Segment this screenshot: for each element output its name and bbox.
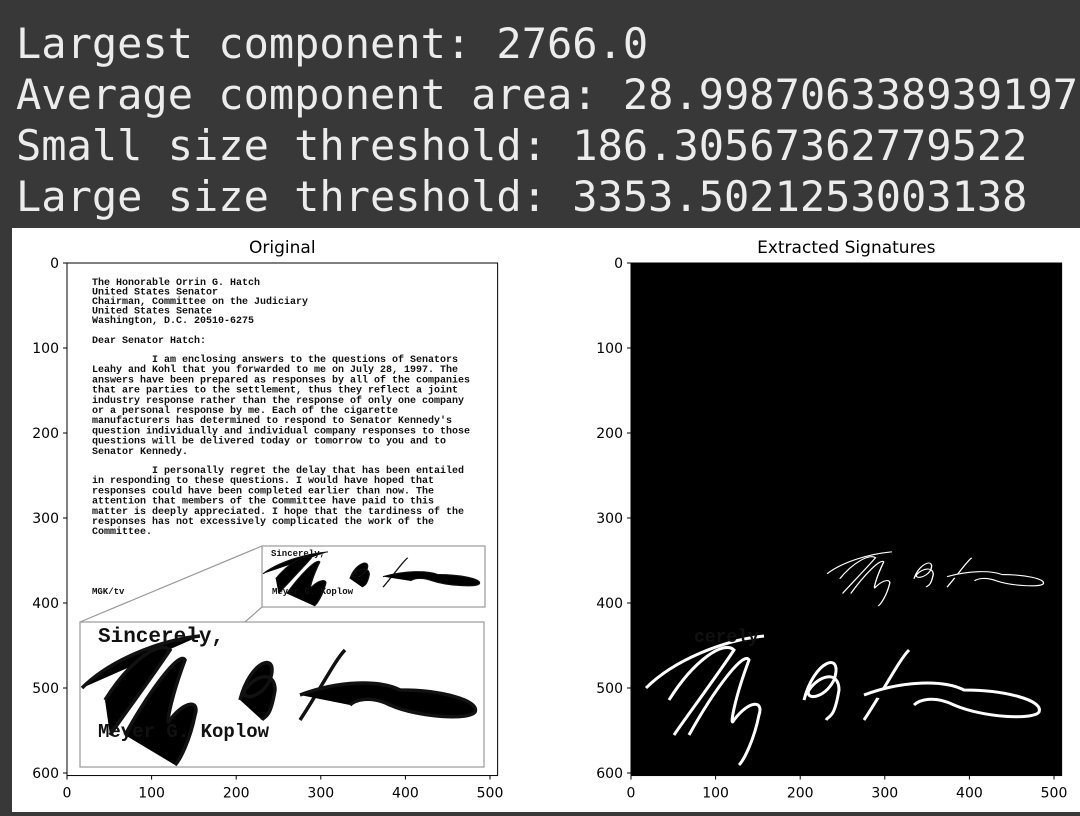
y-tick-label: 100 xyxy=(32,341,59,357)
zoom-box xyxy=(79,545,486,768)
initials: MGK/tv xyxy=(92,587,125,597)
y-tick-label: 200 xyxy=(596,426,623,442)
x-tick-label: 400 xyxy=(392,786,419,802)
console-line: Large size threshold: 3353.5021253003138 xyxy=(16,172,1027,221)
y-tick-label: 400 xyxy=(32,596,59,612)
letter-line: matter is deeply appreciated. I hope tha… xyxy=(92,506,464,518)
panel-title: Original xyxy=(249,238,316,258)
x-tick-label: 500 xyxy=(1041,786,1068,802)
y-tick-label: 300 xyxy=(596,511,623,527)
letter-line: attention that members of the Committee … xyxy=(92,496,434,508)
x-tick-label: 0 xyxy=(63,786,72,802)
y-tick-label: 600 xyxy=(32,766,59,782)
salutation: Dear Senator Hatch: xyxy=(92,335,206,347)
address-line: Chairman, Committee on the Judiciary xyxy=(92,296,308,308)
signature-name: Meyer G. Koplow xyxy=(272,587,354,597)
letter-line: industry response rather than the respon… xyxy=(92,395,464,407)
address-line: United States Senator xyxy=(92,287,218,299)
letter-line: Leahy and Kohl that you forwarded to me … xyxy=(92,364,458,376)
axes-frame xyxy=(66,262,499,777)
closing: Sincerely, xyxy=(271,549,325,559)
y-tick-label: 400 xyxy=(596,596,623,612)
signature-name-zoom: Meyer G. Koplow xyxy=(98,721,270,743)
x-tick-label: 100 xyxy=(138,786,165,802)
address-line: United States Senate xyxy=(92,306,212,318)
y-tick-label: 600 xyxy=(596,766,623,782)
y-tick-label: 100 xyxy=(596,341,623,357)
letter-line: I am enclosing answers to the questions … xyxy=(152,354,458,366)
letter-line: in responding to these questions. I woul… xyxy=(92,475,434,487)
address-line: Washington, D.C. 20510-6275 xyxy=(92,315,254,327)
y-tick-label: 500 xyxy=(32,681,59,697)
letter-line: answers have been prepared as responses … xyxy=(92,374,470,386)
x-tick-label: 300 xyxy=(307,786,334,802)
x-tick-label: 400 xyxy=(956,786,983,802)
letter-line: responses could have been completed earl… xyxy=(92,485,434,497)
y-tick-label: 0 xyxy=(614,256,623,272)
panel-title: Extracted Signatures xyxy=(757,238,936,258)
x-tick-label: 500 xyxy=(477,786,504,802)
console-line: Average component area: 28.9987063389391… xyxy=(16,70,1078,119)
closing-zoom: Sincerely, xyxy=(98,626,224,649)
x-tick-label: 100 xyxy=(702,786,729,802)
x-tick-label: 200 xyxy=(223,786,250,802)
letter-line: Committee. xyxy=(92,526,152,538)
axes-frame xyxy=(630,262,1063,777)
y-tick-label: 500 xyxy=(596,681,623,697)
letter-line: manufacturers has determined to respond … xyxy=(92,415,452,427)
x-tick-label: 300 xyxy=(871,786,898,802)
y-tick-label: 200 xyxy=(32,426,59,442)
address-line: The Honorable Orrin G. Hatch xyxy=(92,277,260,289)
console-line: Largest component: 2766.0 xyxy=(16,19,648,68)
x-tick-label: 0 xyxy=(627,786,636,802)
console-line: Small size threshold: 186.30567362779522 xyxy=(16,121,1027,170)
letter-line: Senator Kennedy. xyxy=(92,446,188,458)
y-tick-label: 300 xyxy=(32,511,59,527)
x-tick-label: 200 xyxy=(787,786,814,802)
letter-line: responses has not excessively complicate… xyxy=(92,516,434,528)
letter-line: that are parties to the settlement, thus… xyxy=(92,385,458,397)
y-tick-label: 0 xyxy=(50,256,59,272)
extracted-text: cerely xyxy=(694,628,759,648)
letter-line: or a personal response by me. Each of th… xyxy=(92,405,398,417)
letter-line: question individually and individual com… xyxy=(92,425,470,437)
letter-line: I personally regret the delay that has b… xyxy=(152,465,464,477)
letter-line: questions will be delivered today or tom… xyxy=(92,436,446,448)
